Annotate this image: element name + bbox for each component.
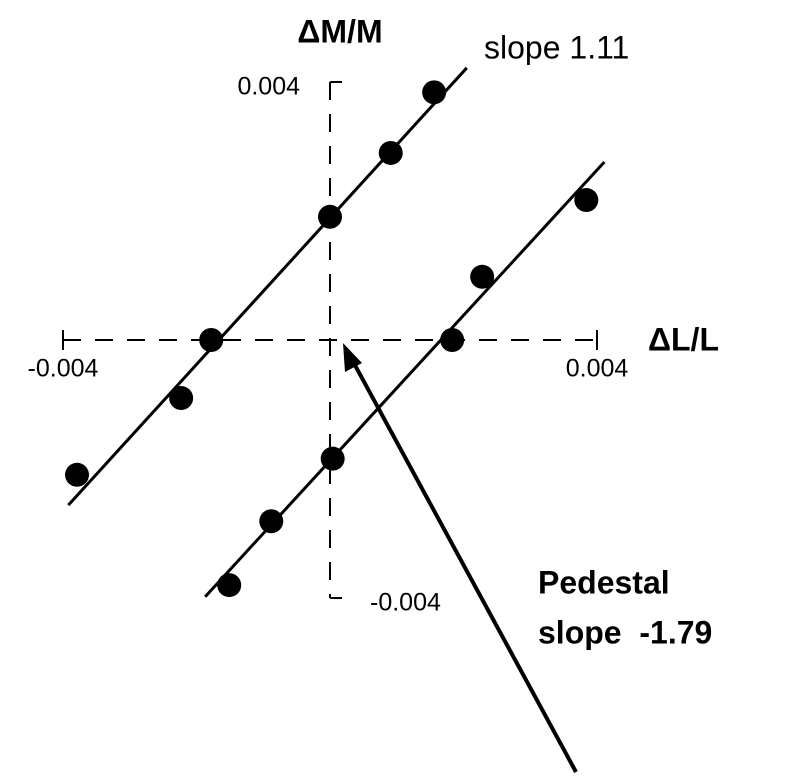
point [169,386,194,411]
point [320,446,345,471]
annotation: Pedestal [538,564,670,600]
y-tick-label: -0.004 [370,589,441,617]
annotation: slope 1.11 [484,29,629,65]
point [318,204,342,229]
x-tick-label: 0.004 [566,355,629,383]
annotation: slope -1.79 [538,614,712,650]
point [440,328,465,352]
point [470,264,495,289]
point [217,573,242,598]
point [378,140,403,165]
fit-line [67,66,468,507]
point [259,509,284,534]
x-tick-label: -0.004 [28,355,99,383]
y-axis-label: ΔM/M [297,13,382,49]
point [422,80,447,105]
arrow [348,355,578,773]
arrow-head [343,343,362,372]
point [199,328,224,352]
point [574,188,599,213]
y-tick-label: 0.004 [237,73,300,101]
point [65,462,90,487]
x-axis-label: ΔL/L [648,321,719,357]
